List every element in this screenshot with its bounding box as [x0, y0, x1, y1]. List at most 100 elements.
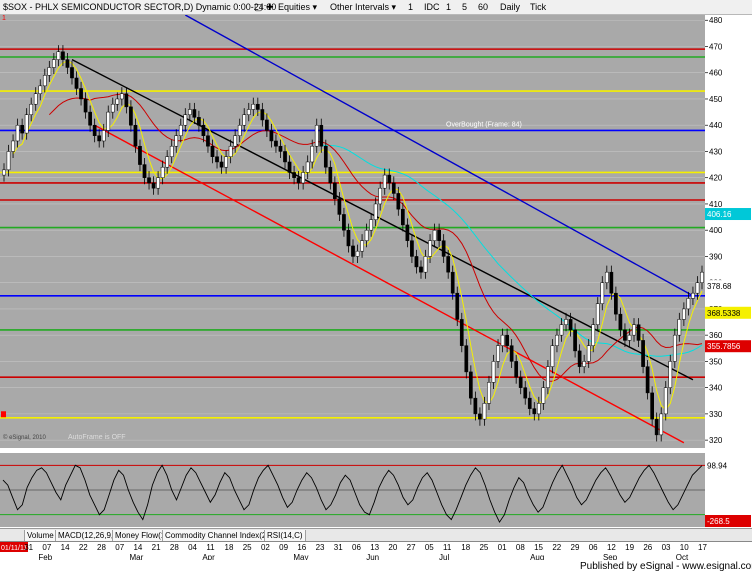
date-tick-label: 05 [425, 543, 434, 552]
candle-body [101, 130, 106, 142]
candle-body [541, 387, 546, 404]
date-tick-label: 11 [443, 543, 452, 552]
candle-body [455, 292, 460, 320]
candle-body [355, 250, 360, 257]
candle-body [414, 256, 419, 268]
date-axis: 01/11/11 31 07 14 22 28 07 14 21 28 04 11 18 25 02 09 16… [0, 541, 752, 562]
candle-body [47, 67, 52, 76]
osc-flag [705, 515, 751, 527]
candle-body [604, 271, 609, 283]
price-flag [705, 280, 751, 293]
date-month-label: Sep [603, 553, 618, 561]
candle-body [97, 135, 102, 142]
price-axis-label: 450 [709, 95, 723, 104]
sequence-marker: 1 [2, 15, 6, 22]
date-tick-label: 20 [388, 543, 397, 552]
candle-body [527, 397, 532, 409]
date-tick-label: 07 [42, 543, 51, 552]
interval-idc-button[interactable]: IDC [424, 2, 440, 12]
date-month-label: Apr [202, 553, 215, 561]
candle-body [70, 67, 74, 79]
candle-body [577, 350, 582, 367]
candle-body [88, 111, 92, 126]
candle-body [310, 145, 315, 163]
candle-body [237, 124, 242, 136]
interval-1-button[interactable]: 1 [408, 2, 414, 12]
candle-body [351, 245, 355, 257]
price-axis-label: 470 [709, 42, 723, 51]
candle-body [437, 229, 441, 241]
candle-body [369, 219, 373, 231]
date-first-flag [0, 542, 28, 552]
candle-body [287, 161, 292, 173]
price-flag [705, 340, 751, 353]
channel-line [71, 58, 694, 381]
candle-body [342, 214, 346, 231]
other-intervals-label: Other Intervals [330, 2, 390, 12]
candle-body [586, 345, 591, 362]
symbol-title[interactable]: $SOX - PHLX SEMICONDUCTOR SECTOR,D) Dyna… [3, 2, 277, 12]
date-tick-label: 15 [534, 543, 543, 552]
candle-body [233, 135, 238, 147]
osc-flag [705, 459, 751, 472]
interval-60-button[interactable]: 60 [478, 2, 489, 12]
candle-body [278, 145, 283, 152]
price-axis-scale: 4804704604504404304204104003903803703603… [705, 16, 751, 445]
candle-body [536, 403, 541, 415]
candle-body [468, 371, 473, 399]
price-axis-label: 410 [709, 200, 723, 209]
date-tick-label: 16 [297, 543, 306, 552]
candle-body [582, 361, 587, 367]
candle-body [555, 334, 559, 346]
other-intervals-dropdown[interactable]: Other Intervals ▾ [330, 2, 397, 12]
date-tick-label: 22 [552, 543, 561, 552]
date-month-label: Jul [439, 553, 449, 561]
candle-body [319, 124, 324, 147]
interval-5-button[interactable]: 5 [462, 2, 468, 12]
window-box-icon[interactable]: ▢ [254, 2, 263, 12]
candle-body [110, 103, 115, 113]
equities-dropdown[interactable]: Equities ▾ [278, 2, 318, 12]
interval-1b-button[interactable]: 1 [446, 2, 452, 12]
price-panel[interactable]: OverBought (Frame: 84) AutoFrame is OFF © … [0, 14, 705, 448]
oscillator-panel[interactable] [0, 453, 705, 527]
interval-daily-button[interactable]: Daily [500, 2, 521, 12]
candle-body [401, 208, 405, 226]
candle-body [138, 145, 142, 165]
oscillator-chart[interactable] [0, 453, 705, 527]
candle-body [623, 329, 627, 341]
candle-body [595, 303, 600, 325]
copyright-text: © eSignal, 2010 [3, 434, 46, 441]
plus-icon[interactable]: ✚ [266, 2, 274, 12]
candle-body [641, 340, 645, 367]
candle-body [514, 361, 519, 378]
candle-body [29, 103, 34, 115]
candle-body [92, 124, 97, 136]
date-month-label: Oct [676, 553, 689, 561]
price-chart[interactable]: OverBought (Frame: 84) AutoFrame is OFF © … [0, 14, 705, 448]
price-axis-label: 340 [709, 384, 723, 393]
interval-tick-button[interactable]: Tick [530, 2, 547, 12]
date-month-label: Mar [129, 553, 143, 561]
candle-body [346, 229, 351, 247]
candle-body [11, 140, 15, 152]
candle-body [129, 106, 133, 126]
price-axis-label: 400 [709, 226, 723, 235]
price-axis-label: 320 [709, 436, 723, 445]
candle-body [42, 75, 47, 87]
candle-body [459, 319, 464, 346]
candle-body [428, 240, 432, 257]
candle-body [328, 166, 333, 184]
price-flag [705, 208, 751, 221]
candle-body [564, 319, 568, 325]
date-tick-label: 25 [243, 543, 252, 552]
candle-body [505, 334, 509, 346]
candle-body [301, 172, 305, 184]
candle-body [119, 93, 124, 100]
candle-body [373, 203, 378, 220]
candle-body [700, 271, 704, 283]
candle-body [333, 182, 337, 199]
candle-body [61, 51, 65, 60]
price-flag-label: 355.7856 [707, 342, 741, 351]
candle-body [378, 187, 383, 205]
